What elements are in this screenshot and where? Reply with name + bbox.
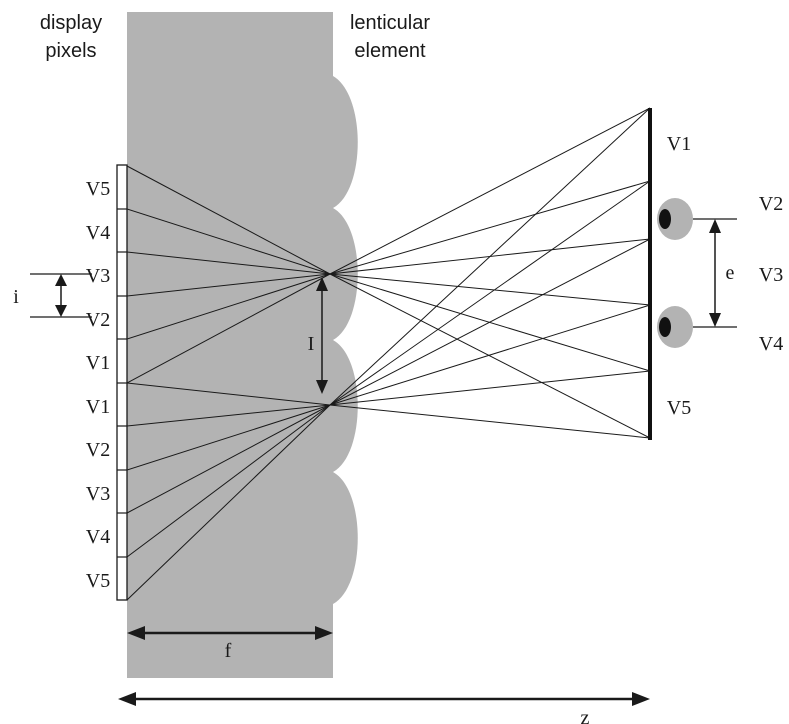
arrowhead bbox=[118, 692, 136, 706]
ray-line bbox=[329, 107, 651, 275]
eye-separation-label: e bbox=[726, 262, 735, 284]
pixel-column bbox=[116, 164, 128, 601]
viewing-zone-label: V5 bbox=[667, 397, 691, 419]
lens-substrate bbox=[127, 12, 358, 678]
ray-line bbox=[126, 404, 331, 558]
viewing-zone-label: V4 bbox=[759, 333, 783, 355]
arrowhead bbox=[709, 313, 721, 327]
arrowhead bbox=[709, 219, 721, 233]
lens-pitch-label: I bbox=[308, 333, 315, 355]
ray-line bbox=[126, 404, 331, 471]
ray-line bbox=[329, 304, 651, 406]
ray-line bbox=[126, 404, 331, 601]
display-pixels-header-line2: pixels bbox=[45, 40, 96, 62]
pixel-label: V1 bbox=[86, 352, 110, 374]
eye-lower bbox=[657, 306, 693, 348]
lenticule bbox=[333, 340, 358, 472]
pixel-label: V3 bbox=[86, 265, 110, 287]
ray-lines bbox=[126, 107, 651, 601]
lenticular-element-header-line2: element bbox=[354, 40, 426, 62]
display-pixels-header-line1: display bbox=[40, 12, 102, 34]
pixel-label: V4 bbox=[86, 526, 110, 548]
ray-line bbox=[329, 180, 651, 275]
face-blob bbox=[657, 306, 693, 348]
lenticule bbox=[333, 76, 358, 208]
substrate-body bbox=[127, 12, 333, 678]
lenticular-element-header-line1: lenticular bbox=[350, 12, 430, 34]
eye-upper bbox=[657, 198, 693, 240]
viewing-distance-label: z bbox=[581, 707, 590, 724]
pixel-label: V2 bbox=[86, 309, 110, 331]
ray-line bbox=[329, 370, 651, 406]
ray-line bbox=[126, 382, 331, 406]
arrowhead bbox=[55, 274, 67, 286]
ray-line bbox=[329, 180, 651, 406]
arrowhead bbox=[316, 380, 328, 394]
arrowhead bbox=[55, 305, 67, 317]
ray-line bbox=[329, 273, 651, 306]
arrowhead bbox=[315, 626, 333, 640]
lenticule bbox=[333, 208, 358, 340]
ray-line bbox=[126, 208, 331, 275]
pixel-label: V5 bbox=[86, 570, 110, 592]
ray-line bbox=[126, 165, 331, 275]
pupil bbox=[659, 209, 671, 229]
arrowhead bbox=[316, 277, 328, 291]
pixel-pitch-label: i bbox=[13, 286, 19, 308]
ray-line bbox=[329, 107, 651, 406]
face-blob bbox=[657, 198, 693, 240]
ray-line bbox=[126, 404, 331, 427]
pixel-label: V4 bbox=[86, 222, 110, 244]
ray-line bbox=[126, 273, 331, 384]
ray-line bbox=[126, 404, 331, 514]
ray-line bbox=[329, 404, 651, 439]
arrowhead bbox=[632, 692, 650, 706]
ray-line bbox=[329, 273, 651, 439]
pupil bbox=[659, 317, 671, 337]
pixel-label: V1 bbox=[86, 396, 110, 418]
viewing-zone-label: V1 bbox=[667, 133, 691, 155]
ray-line bbox=[126, 273, 331, 340]
arrowhead bbox=[127, 626, 145, 640]
viewing-zone-label: V2 bbox=[759, 193, 783, 215]
pixel-label: V3 bbox=[86, 483, 110, 505]
pixel-label: V2 bbox=[86, 439, 110, 461]
pixel-label: V5 bbox=[86, 178, 110, 200]
lenticule bbox=[333, 472, 358, 604]
focal-length-label: f bbox=[225, 640, 232, 662]
ray-line bbox=[329, 238, 651, 406]
viewing-zone-label: V3 bbox=[759, 264, 783, 286]
ray-line bbox=[126, 251, 331, 275]
ray-line bbox=[126, 273, 331, 297]
